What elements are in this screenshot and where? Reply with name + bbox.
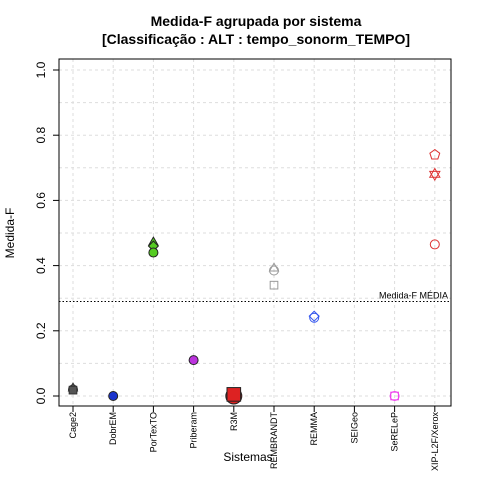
x-tick-label: Cage2 [68,412,78,439]
x-tick-label: PorTexTO [148,412,158,452]
reference-line-label: Medida-F MÉDIA [379,290,448,300]
chart-title-line1: Medida-F agrupada por sistema [151,13,362,29]
data-point [188,355,199,366]
x-tick-label: R3M [229,412,239,431]
chart-title-line2: [Classificação : ALT : tempo_sonorm_TEMP… [102,31,410,47]
y-axis-label: Medida-F [3,208,17,259]
x-tick-label: REMBRANDT [269,412,279,470]
y-tick-label: 1.0 [34,61,48,78]
y-tick-label: 0.8 [34,127,48,144]
data-point [269,265,279,276]
x-tick-label: XIP-L2F/Xerox [430,412,440,472]
data-point [68,385,78,395]
data-point [148,247,159,258]
data-point [108,391,119,401]
data-point [268,262,280,272]
data-point [429,239,440,250]
data-point [309,312,320,323]
x-tick-label: SEIGeo [349,412,359,444]
data-point [428,167,441,178]
axes: 0.0 0.2 0.4 0.6 0.8 1.0 Cage2 DobrEM PorTexTO Pri… [34,58,452,472]
y-tick-label: 0.0 [34,387,48,404]
reference-line-group: Medida-F MÉDIA [59,290,451,302]
x-tick-label: DobrEM [108,412,118,445]
data-point [269,280,279,290]
x-tick-label: Priberam [189,412,199,449]
y-tick-label: 0.6 [34,192,48,209]
grid [59,59,451,406]
data-points [67,148,441,405]
data-point [389,391,400,401]
x-axis-label: Sistemas [223,450,272,464]
x-tick-label: REMMA [309,412,319,446]
data-point [429,148,441,160]
x-tick-label: SeRELeP [390,412,400,452]
y-tick-label: 0.4 [34,257,48,274]
plot-frame [58,58,452,407]
data-point [390,391,399,401]
data-point [226,387,242,402]
data-point [428,170,441,182]
y-tick-label: 0.2 [34,322,48,339]
